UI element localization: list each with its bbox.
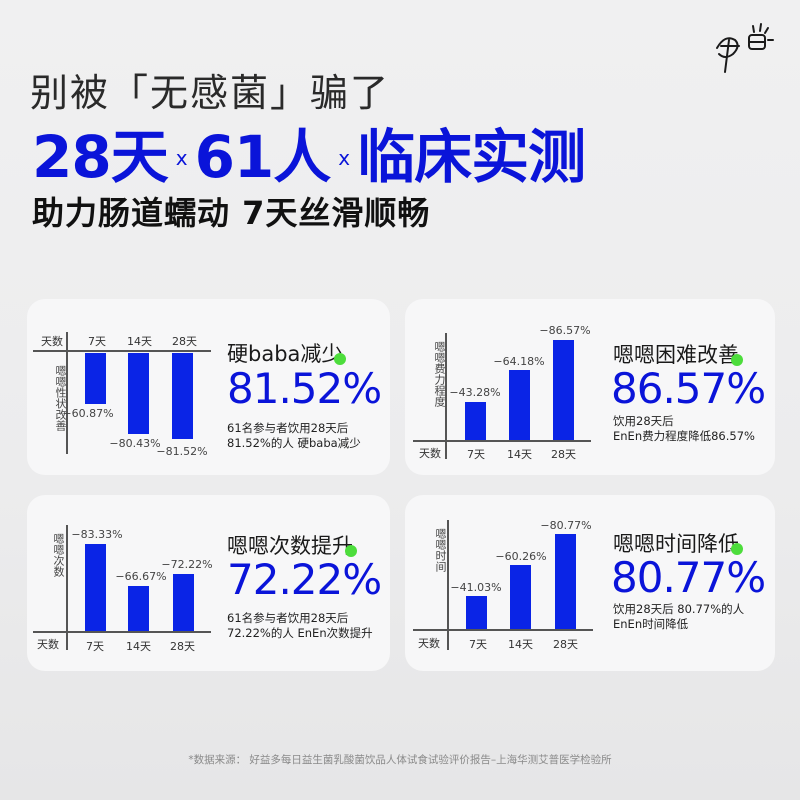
headline-line1: 别被「无感菌」骗了 xyxy=(30,71,391,115)
stat-card-difficulty: 嗯嗯费力程度 天数 −43.28% −64.18% −86.57% 7天 14天… xyxy=(405,299,775,475)
value-label: −86.57% xyxy=(539,324,591,337)
bar-chart: 嗯嗯次数 天数 −83.33% −66.67% −72.22% 7天 14天 2… xyxy=(27,495,217,671)
bar-chart: 嗯嗯费力程度 天数 −43.28% −64.18% −86.57% 7天 14天… xyxy=(405,299,595,475)
stat-title: 嗯嗯困难改善 xyxy=(613,339,743,369)
category-label: 14天 xyxy=(126,640,151,653)
y-axis xyxy=(447,520,449,650)
bar-14d xyxy=(509,370,530,440)
stat-value: 80.77% xyxy=(611,553,766,602)
brand-logo-icon xyxy=(716,23,774,73)
y-axis xyxy=(66,332,68,454)
category-label: 7天 xyxy=(469,638,487,651)
stat-value: 86.57% xyxy=(611,364,766,413)
green-dot-icon xyxy=(731,543,743,555)
category-label: 14天 xyxy=(508,638,533,651)
value-label: −66.67% xyxy=(115,570,167,583)
x-axis-label: 天数 xyxy=(418,637,440,650)
green-dot-icon xyxy=(731,354,743,366)
stat-value: 81.52% xyxy=(227,364,382,413)
value-label: −80.77% xyxy=(540,519,592,532)
category-label: 28天 xyxy=(551,448,576,461)
bar-14d xyxy=(510,565,531,629)
category-label: 28天 xyxy=(553,638,578,651)
x-axis xyxy=(413,440,591,442)
stat-desc-line1: 饮用28天后 80.77%的人 xyxy=(613,602,745,616)
stat-value: 72.22% xyxy=(227,555,382,604)
green-dot-icon xyxy=(345,545,357,557)
value-label: −83.33% xyxy=(71,528,123,541)
bar-7d xyxy=(85,544,106,631)
stat-desc-line2: 72.22%的人 EnEn次数提升 xyxy=(227,626,373,640)
value-label: −60.26% xyxy=(495,550,547,563)
bar-28d xyxy=(173,574,194,631)
bar-14d xyxy=(128,586,149,631)
stat-desc-line1: 61名参与者饮用28天后 xyxy=(227,421,349,435)
value-label: −64.18% xyxy=(493,355,545,368)
stat-title: 嗯嗯次数提升 xyxy=(227,530,357,560)
bar-7d xyxy=(85,353,106,404)
bar-7d xyxy=(465,402,486,440)
category-label: 7天 xyxy=(467,448,485,461)
value-label: −41.03% xyxy=(450,581,502,594)
value-label: −60.87% xyxy=(62,407,114,420)
y-axis-label: 嗯嗯时间 xyxy=(434,528,447,572)
category-label: 7天 xyxy=(88,335,106,348)
stat-card-duration: 嗯嗯时间 天数 −41.03% −60.26% −80.77% 7天 14天 2… xyxy=(405,495,775,671)
stat-card-stool-hardness: 天数 7天 14天 28天 嗯嗯性状改善 −60.87% −80.43% −81… xyxy=(27,299,390,475)
y-axis xyxy=(445,333,447,459)
bar-28d xyxy=(172,353,193,439)
headline-times-sign: x xyxy=(175,146,188,170)
bar-chart: 天数 7天 14天 28天 嗯嗯性状改善 −60.87% −80.43% −81… xyxy=(27,299,217,475)
headline-clinical: 临床实测 xyxy=(357,123,586,191)
bar-28d xyxy=(555,534,576,629)
value-label: −81.52% xyxy=(156,445,208,458)
stat-desc-line2: 81.52%的人 硬baba减少 xyxy=(227,436,361,450)
bar-14d xyxy=(128,353,149,434)
stat-desc-line2: EnEn费力程度降低86.57% xyxy=(613,429,755,443)
x-axis-label: 天数 xyxy=(37,638,59,651)
category-label: 28天 xyxy=(172,335,197,348)
category-label: 7天 xyxy=(86,640,104,653)
bar-28d xyxy=(553,340,574,440)
stat-card-frequency: 嗯嗯次数 天数 −83.33% −66.67% −72.22% 7天 14天 2… xyxy=(27,495,390,671)
green-dot-icon xyxy=(334,353,347,365)
bar-chart: 嗯嗯时间 天数 −41.03% −60.26% −80.77% 7天 14天 2… xyxy=(405,495,595,671)
stat-title: 硬baba减少 xyxy=(227,338,347,368)
y-axis-label: 嗯嗯性状改善 xyxy=(54,365,67,431)
category-label: 28天 xyxy=(170,640,195,653)
category-label: 14天 xyxy=(127,335,152,348)
x-axis xyxy=(413,629,593,631)
stat-desc-line1: 饮用28天后 xyxy=(613,414,674,428)
headline-times-sign: x xyxy=(338,146,350,170)
stat-desc-line2: EnEn时间降低 xyxy=(613,617,689,631)
headline-days: 28天 xyxy=(32,123,169,191)
headline-people: 61人 xyxy=(194,123,332,191)
stat-title: 嗯嗯时间降低 xyxy=(613,528,743,558)
bar-7d xyxy=(466,596,487,629)
headline-line3: 助力肠道蠕动 7天丝滑顺畅 xyxy=(32,194,431,232)
y-axis-label: 嗯嗯次数 xyxy=(52,533,65,577)
y-axis xyxy=(66,525,68,650)
x-axis-label: 天数 xyxy=(41,335,63,348)
x-axis xyxy=(33,631,211,633)
headline-line2: 28天 x 61人 x 临床实测 xyxy=(32,110,586,194)
value-label: −43.28% xyxy=(449,386,501,399)
value-label: −80.43% xyxy=(109,437,161,450)
data-source-footnote: *数据来源： 好益多每日益生菌乳酸菌饮品人体试食试验评价报告–上海华测艾普医学检… xyxy=(188,754,612,766)
y-axis-label: 嗯嗯费力程度 xyxy=(433,341,446,407)
category-label: 14天 xyxy=(507,448,532,461)
value-label: −72.22% xyxy=(161,558,213,571)
stat-desc-line1: 61名参与者饮用28天后 xyxy=(227,611,349,625)
x-axis xyxy=(33,350,211,352)
x-axis-label: 天数 xyxy=(419,447,441,460)
